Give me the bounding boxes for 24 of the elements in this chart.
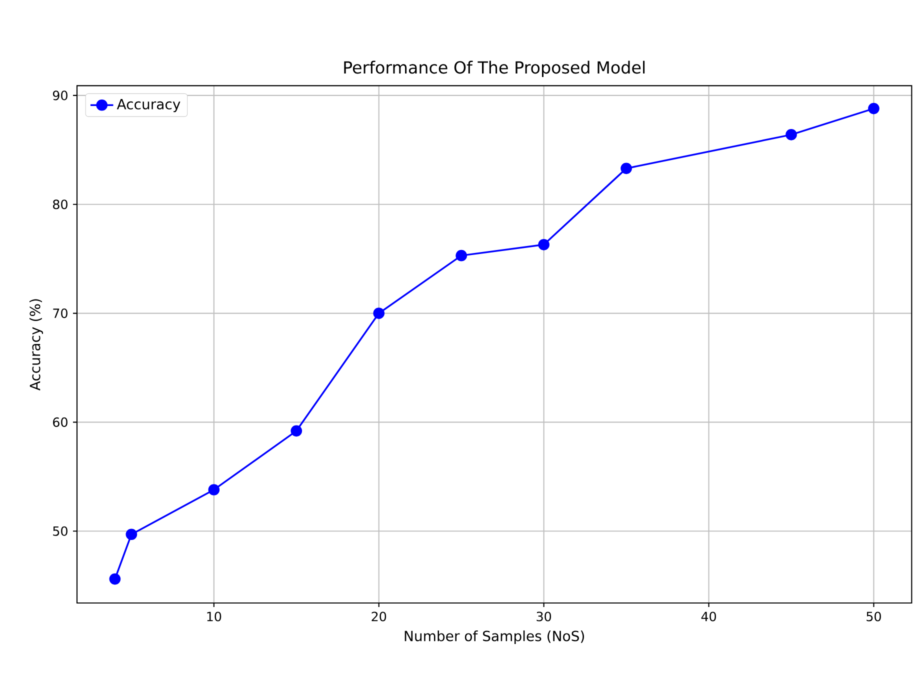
y-tick-label: 50 (53, 526, 68, 536)
y-axis-title: Accuracy (%) (29, 299, 44, 391)
y-tick-label: 80 (53, 200, 68, 210)
x-tick-label: 40 (701, 612, 716, 622)
x-axis-title: Number of Samples (NoS) (404, 630, 584, 644)
point (290, 425, 302, 437)
point (109, 573, 121, 585)
point (786, 129, 797, 140)
point (456, 250, 468, 262)
point (620, 162, 632, 174)
point (373, 308, 385, 319)
x-tick-label: 30 (536, 612, 552, 622)
y-tick-label: 70 (53, 308, 68, 318)
legend-label: Accuracy (116, 99, 180, 112)
point (868, 102, 880, 114)
chart-title: Performance Of The Proposed Model (344, 60, 645, 77)
point (208, 484, 220, 496)
y-tick-label: 90 (52, 90, 68, 100)
x-tick-label: 10 (207, 612, 222, 622)
y-tick-label: 60 (53, 417, 68, 427)
x-tick-label: 50 (866, 612, 881, 622)
point (126, 528, 138, 540)
x-tick-label: 20 (372, 612, 386, 622)
point (538, 239, 550, 250)
